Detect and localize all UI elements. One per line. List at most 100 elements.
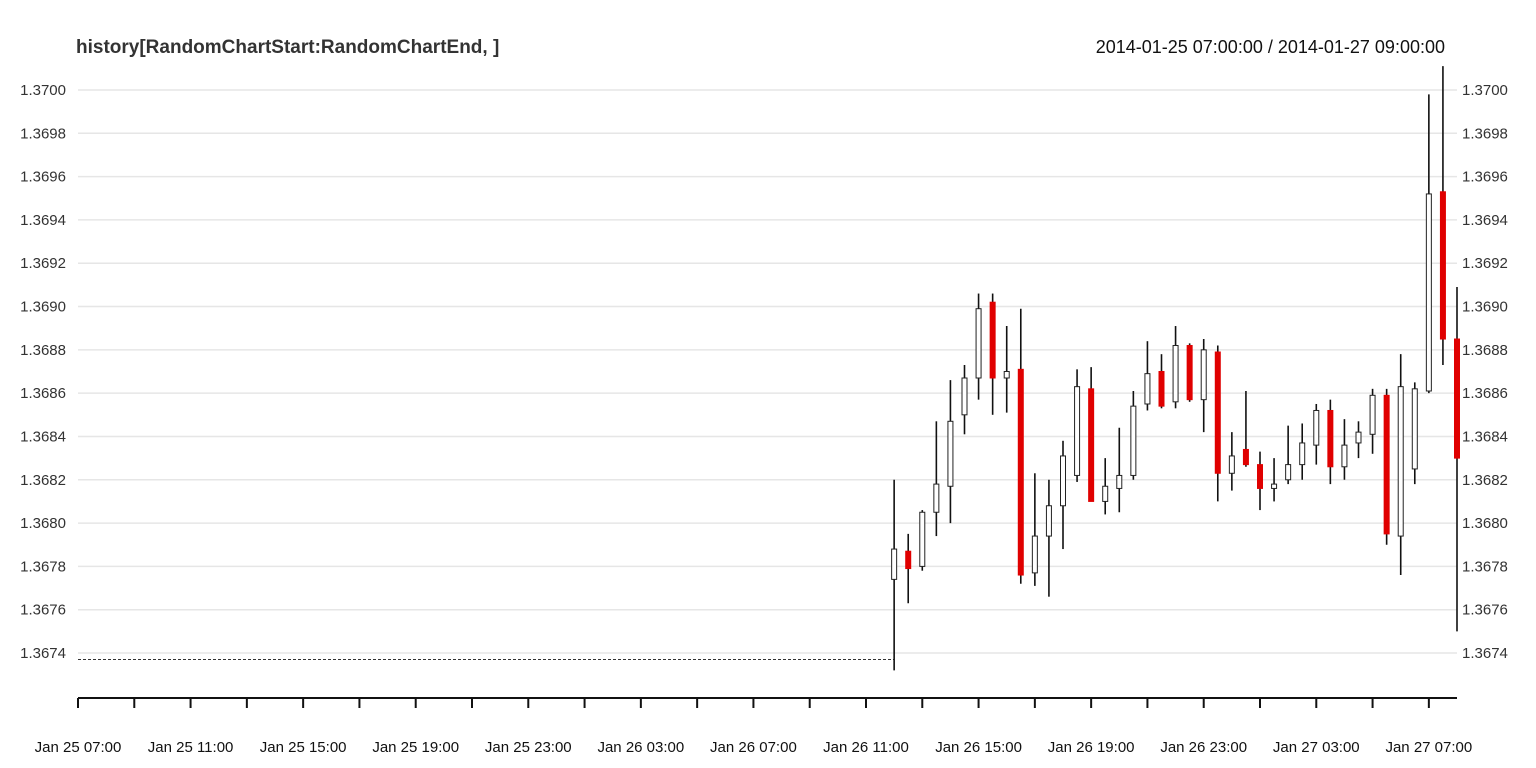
candle (947, 380, 954, 524)
candle (1214, 345, 1221, 502)
candle-body (1172, 345, 1179, 403)
y-tick-label-right: 1.3684 (1462, 428, 1508, 445)
candle-body (1045, 505, 1052, 537)
x-tick-label: Jan 25 15:00 (260, 739, 347, 756)
candle-body (975, 308, 982, 379)
y-tick-label-right: 1.3688 (1462, 342, 1508, 359)
y-tick-label-left: 1.3678 (20, 558, 66, 575)
candle (1439, 66, 1446, 366)
x-tick-label: Jan 27 03:00 (1273, 739, 1360, 756)
candle-body (1031, 535, 1038, 574)
candle (975, 293, 982, 400)
y-tick-label-right: 1.3694 (1462, 212, 1508, 229)
candle-body (1060, 455, 1066, 507)
candle-body (905, 550, 912, 570)
x-tick-label: Jan 25 07:00 (35, 739, 122, 756)
candle (919, 510, 926, 571)
gridlines (78, 89, 1457, 654)
candle-body (1088, 388, 1095, 502)
y-tick-label-left: 1.3690 (20, 299, 66, 316)
y-tick-label-right: 1.3690 (1462, 299, 1508, 316)
candle (1355, 421, 1362, 459)
candle-body (1200, 349, 1207, 401)
y-tick-label-right: 1.3682 (1462, 472, 1508, 489)
candle-body (1257, 464, 1263, 489)
y-axis-right: 1.3674 1.3676 1.3678 1.3680 1.3682 1.3684 1.36… (1462, 82, 1508, 662)
candle-body (1397, 386, 1404, 537)
candle (961, 365, 968, 435)
candle-body (1285, 464, 1292, 481)
candle (1313, 403, 1320, 465)
candle-body (1144, 373, 1151, 405)
candle (1411, 382, 1418, 485)
candle (1060, 440, 1066, 550)
candle-body (1411, 388, 1418, 470)
candle-body (1214, 351, 1221, 474)
candle (1017, 308, 1024, 584)
chart-title: history[RandomChartStart:RandomChartEnd,… (76, 37, 499, 58)
candles (891, 66, 1460, 671)
x-tick-label: Jan 25 23:00 (485, 739, 572, 756)
y-tick-label-left: 1.3692 (20, 255, 66, 272)
candle-body (1425, 193, 1432, 392)
x-axis: Jan 25 07:00 Jan 25 11:00 Jan 25 15:00 Jan … (35, 697, 1472, 756)
x-tick-label: Jan 27 07:00 (1385, 739, 1472, 756)
x-tick-label: Jan 25 19:00 (372, 739, 459, 756)
y-tick-label-right: 1.3698 (1462, 125, 1508, 142)
x-tick-label: Jan 26 07:00 (710, 739, 797, 756)
candle (1228, 432, 1235, 491)
candle (1102, 458, 1109, 515)
candle-body (1242, 448, 1249, 466)
x-tick-label: Jan 26 23:00 (1160, 739, 1247, 756)
candle (1327, 399, 1334, 485)
y-tick-label-right: 1.3700 (1462, 82, 1508, 99)
candle (1003, 326, 1010, 413)
candle (1088, 367, 1095, 502)
y-tick-label-left: 1.3674 (20, 645, 66, 662)
y-tick-label-right: 1.3678 (1462, 558, 1508, 575)
y-tick-label-left: 1.3694 (20, 212, 66, 229)
candle (989, 293, 996, 415)
candle (1285, 425, 1292, 485)
candle (1397, 354, 1404, 576)
candle (905, 533, 912, 604)
candle (1271, 458, 1278, 502)
candle-body (1439, 191, 1446, 340)
y-tick-label-left: 1.3686 (20, 385, 66, 402)
candle-body (933, 483, 940, 513)
candle-body (919, 511, 926, 567)
candle (1031, 473, 1038, 586)
candle (1130, 390, 1137, 480)
y-tick-label-left: 1.3698 (20, 125, 66, 142)
candle-body (947, 420, 954, 487)
y-tick-label-left: 1.3688 (20, 342, 66, 359)
y-tick-label-right: 1.3686 (1462, 385, 1508, 402)
candle-body (891, 548, 898, 580)
y-tick-label-left: 1.3684 (20, 428, 66, 445)
candle-body (1327, 409, 1334, 468)
candle-body (1355, 431, 1362, 444)
y-tick-label-right: 1.3692 (1462, 255, 1508, 272)
candle (1242, 390, 1249, 467)
y-tick-label-left: 1.3700 (20, 82, 66, 99)
y-tick-label-right: 1.3674 (1462, 645, 1508, 662)
candle-body (1313, 409, 1320, 446)
x-tick-label: Jan 26 19:00 (1048, 739, 1135, 756)
candle-body (1158, 371, 1165, 407)
candle-body (1102, 485, 1109, 502)
candle-body (1074, 386, 1081, 476)
candle-body (1130, 405, 1137, 476)
candle-body (1228, 455, 1235, 474)
x-tick-label: Jan 25 11:00 (148, 739, 234, 756)
candle (1341, 419, 1348, 480)
candle-body (1341, 444, 1348, 468)
candle-body (961, 377, 968, 416)
candle (1425, 94, 1432, 394)
y-tick-label-left: 1.3676 (20, 602, 66, 619)
candle-body (1454, 338, 1460, 459)
y-axis-left: 1.3674 1.3676 1.3678 1.3680 1.3682 1.3684 1.36… (20, 82, 66, 662)
candle-body (989, 301, 996, 379)
candle-body (1299, 442, 1306, 466)
candle (1369, 388, 1376, 454)
